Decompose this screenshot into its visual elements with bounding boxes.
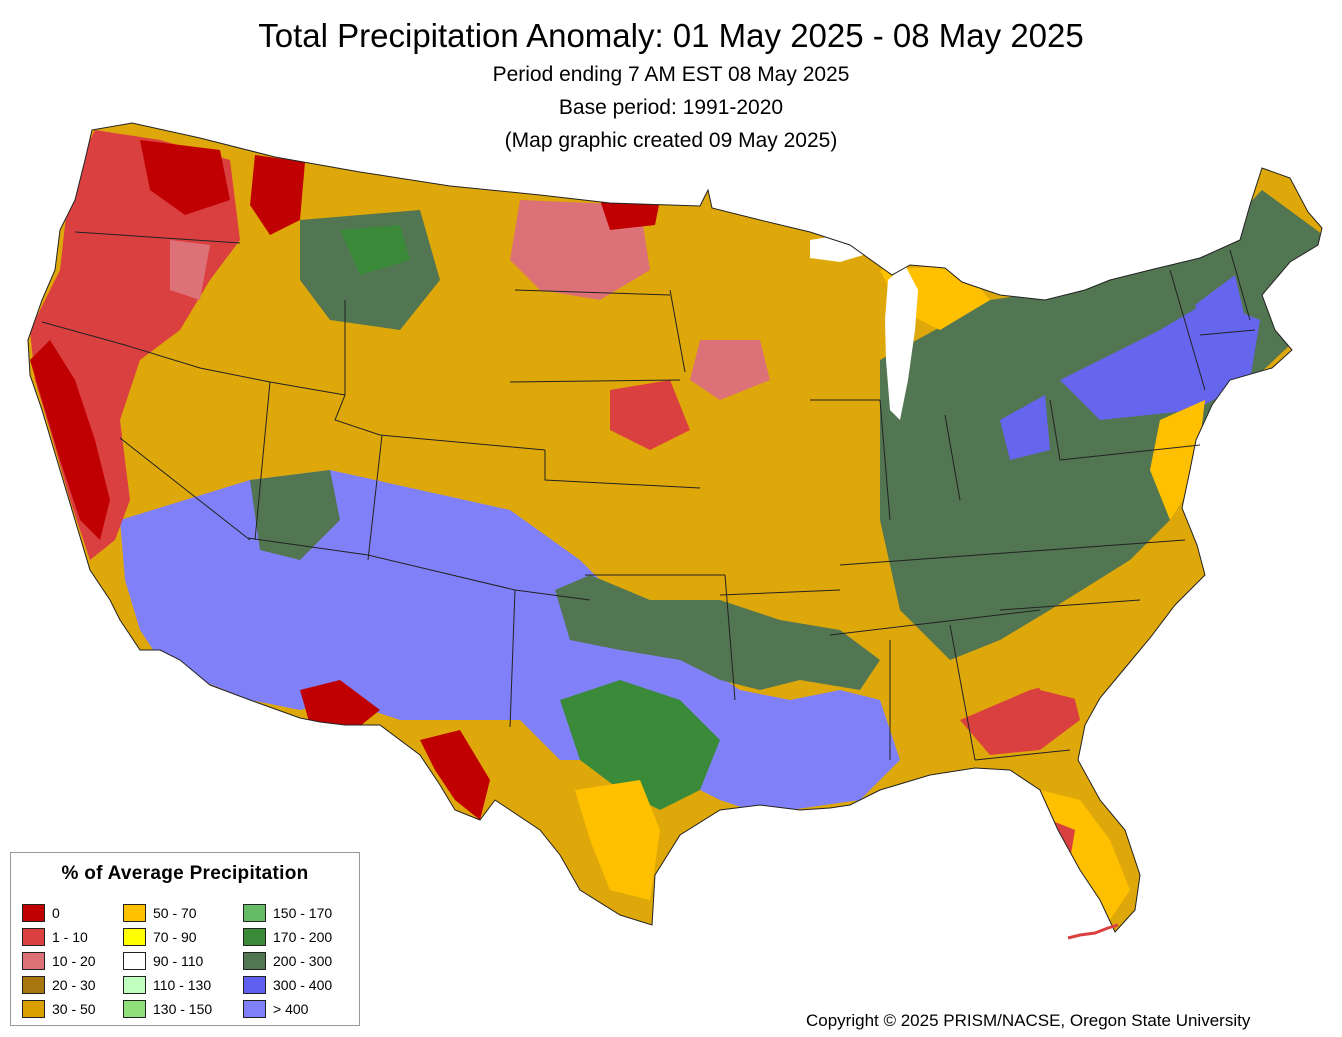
anomaly-fill [28, 123, 1322, 932]
legend-label: 20 - 30 [52, 977, 96, 993]
legend-item: 1 - 10 [22, 927, 88, 947]
legend-swatch [123, 904, 146, 922]
legend-item: 50 - 70 [123, 903, 197, 923]
legend-swatch [22, 928, 45, 946]
legend-item: 70 - 90 [123, 927, 197, 947]
legend-label: 170 - 200 [273, 929, 333, 945]
created-date-subtitle: (Map graphic created 09 May 2025) [504, 129, 838, 152]
title-block: Total Precipitation Anomaly: 01 May 2025… [0, 14, 1342, 157]
legend-item: 200 - 300 [243, 951, 332, 971]
legend-swatch [22, 976, 45, 994]
legend-label: 150 - 170 [273, 905, 333, 921]
legend-swatch [243, 928, 266, 946]
legend-label: 110 - 130 [153, 977, 212, 993]
legend-label: 300 - 400 [273, 977, 333, 993]
legend-label: 200 - 300 [273, 953, 333, 969]
map-title: Total Precipitation Anomaly: 01 May 2025… [258, 17, 1084, 54]
florida-keys [1067, 923, 1119, 940]
legend: % of Average Precipitation 0 1 - 10 10 - 2… [10, 852, 360, 1026]
legend-swatch [123, 928, 146, 946]
legend-swatch [243, 1000, 266, 1018]
legend-item: 90 - 110 [123, 951, 203, 971]
state-boundaries [41, 231, 1256, 761]
legend-item: 0 [22, 903, 60, 923]
legend-label: 70 - 90 [153, 929, 197, 945]
legend-label: 50 - 70 [153, 905, 197, 921]
legend-swatch [243, 976, 266, 994]
legend-item: 150 - 170 [243, 903, 332, 923]
legend-swatch [22, 1000, 45, 1018]
legend-label: 90 - 110 [153, 953, 204, 969]
legend-item: 130 - 150 [123, 999, 212, 1019]
period-subtitle: Period ending 7 AM EST 08 May 2025 [492, 63, 850, 86]
legend-label: 0 [52, 905, 60, 921]
legend-swatch [243, 952, 266, 970]
legend-swatch [243, 904, 266, 922]
legend-item: > 400 [243, 999, 308, 1019]
legend-swatch [123, 952, 146, 970]
legend-item: 110 - 130 [123, 975, 211, 995]
legend-label: 1 - 10 [52, 929, 88, 945]
legend-item: 30 - 50 [22, 999, 96, 1019]
legend-label: 130 - 150 [153, 1001, 213, 1017]
legend-swatch [123, 976, 146, 994]
legend-swatch [22, 952, 45, 970]
legend-item: 170 - 200 [243, 927, 332, 947]
us-outline [27, 122, 1323, 933]
legend-swatch [123, 1000, 146, 1018]
legend-item: 300 - 400 [243, 975, 332, 995]
lake-michigan [885, 265, 918, 420]
legend-label: > 400 [273, 1001, 309, 1017]
legend-item: 20 - 30 [22, 975, 96, 995]
legend-item: 10 - 20 [22, 951, 96, 971]
copyright: Copyright © 2025 PRISM/NACSE, Oregon Sta… [806, 1011, 1251, 1030]
legend-swatch [22, 904, 45, 922]
legend-label: 30 - 50 [52, 1001, 96, 1017]
legend-title: % of Average Precipitation [61, 863, 309, 884]
base-period-subtitle: Base period: 1991-2020 [558, 96, 784, 119]
legend-label: 10 - 20 [52, 953, 96, 969]
